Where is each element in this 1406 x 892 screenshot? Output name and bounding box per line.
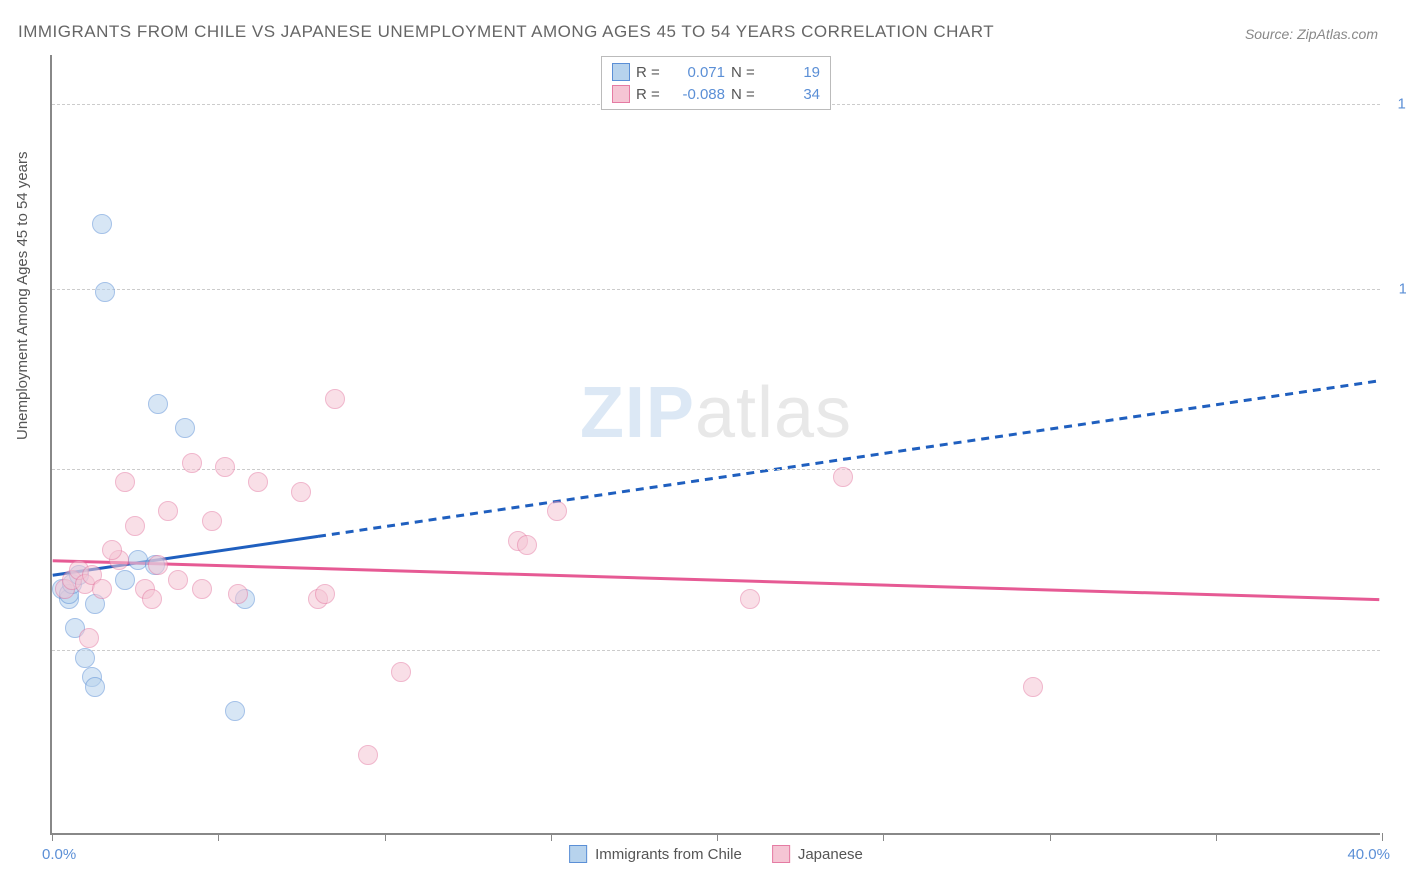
scatter-point-japanese <box>547 501 567 521</box>
n-label: N = <box>731 86 759 103</box>
scatter-point-chile <box>175 418 195 438</box>
scatter-point-japanese <box>248 472 268 492</box>
scatter-point-japanese <box>391 662 411 682</box>
scatter-point-japanese <box>740 589 760 609</box>
x-tick <box>385 833 386 841</box>
x-max-label: 40.0% <box>1347 846 1390 863</box>
watermark: ZIPatlas <box>580 372 852 454</box>
scatter-point-chile <box>92 214 112 234</box>
plot-area: ZIPatlas R = 0.071 N = 19 R = -0.088 N =… <box>50 55 1380 835</box>
y-tick-label: 15.0% <box>1385 95 1406 112</box>
scatter-point-chile <box>75 648 95 668</box>
scatter-point-japanese <box>148 555 168 575</box>
scatter-point-japanese <box>358 745 378 765</box>
scatter-point-japanese <box>115 472 135 492</box>
scatter-point-japanese <box>102 540 122 560</box>
r-value-chile: 0.071 <box>670 64 725 81</box>
scatter-point-japanese <box>833 467 853 487</box>
n-value-japanese: 34 <box>765 86 820 103</box>
grid-line <box>52 289 1380 290</box>
scatter-point-japanese <box>182 453 202 473</box>
scatter-point-chile <box>225 701 245 721</box>
scatter-point-japanese <box>142 589 162 609</box>
swatch-chile <box>612 63 630 81</box>
scatter-point-japanese <box>325 389 345 409</box>
scatter-point-japanese <box>192 579 212 599</box>
x-tick <box>1050 833 1051 841</box>
scatter-point-japanese <box>125 516 145 536</box>
x-tick <box>52 833 53 841</box>
scatter-point-chile <box>115 570 135 590</box>
y-axis-label: Unemployment Among Ages 45 to 54 years <box>14 151 31 440</box>
x-tick <box>1216 833 1217 841</box>
scatter-point-chile <box>95 282 115 302</box>
x-min-label: 0.0% <box>42 846 76 863</box>
scatter-point-japanese <box>1023 677 1043 697</box>
series-name-chile: Immigrants from Chile <box>595 846 742 863</box>
scatter-point-japanese <box>291 482 311 502</box>
grid-line <box>52 469 1380 470</box>
x-tick <box>717 833 718 841</box>
scatter-point-japanese <box>202 511 222 531</box>
watermark-atlas: atlas <box>695 373 852 453</box>
y-tick-label: 3.8% <box>1385 641 1406 658</box>
y-tick-label: 7.5% <box>1385 461 1406 478</box>
scatter-point-japanese <box>215 457 235 477</box>
scatter-point-japanese <box>168 570 188 590</box>
x-tick <box>551 833 552 841</box>
legend-row-japanese: R = -0.088 N = 34 <box>612 83 820 105</box>
legend-row-chile: R = 0.071 N = 19 <box>612 61 820 83</box>
grid-line <box>52 650 1380 651</box>
legend-item-japanese: Japanese <box>772 845 863 863</box>
source-label: Source: ZipAtlas.com <box>1245 26 1378 42</box>
n-value-chile: 19 <box>765 64 820 81</box>
scatter-point-chile <box>85 677 105 697</box>
swatch-chile <box>569 845 587 863</box>
r-label: R = <box>636 86 664 103</box>
watermark-zip: ZIP <box>580 373 695 453</box>
r-value-japanese: -0.088 <box>670 86 725 103</box>
x-tick <box>883 833 884 841</box>
series-name-japanese: Japanese <box>798 846 863 863</box>
chart-title: IMMIGRANTS FROM CHILE VS JAPANESE UNEMPL… <box>18 22 994 42</box>
scatter-point-japanese <box>158 501 178 521</box>
y-tick-label: 11.2% <box>1385 281 1406 298</box>
swatch-japanese <box>772 845 790 863</box>
x-tick <box>218 833 219 841</box>
legend-correlation-box: R = 0.071 N = 19 R = -0.088 N = 34 <box>601 56 831 110</box>
scatter-point-japanese <box>92 579 112 599</box>
r-label: R = <box>636 64 664 81</box>
x-tick <box>1382 833 1383 841</box>
legend-item-chile: Immigrants from Chile <box>569 845 742 863</box>
swatch-japanese <box>612 85 630 103</box>
scatter-point-japanese <box>517 535 537 555</box>
legend-bottom: Immigrants from Chile Japanese <box>569 845 863 863</box>
scatter-point-japanese <box>315 584 335 604</box>
scatter-point-chile <box>148 394 168 414</box>
n-label: N = <box>731 64 759 81</box>
scatter-point-japanese <box>228 584 248 604</box>
scatter-point-japanese <box>79 628 99 648</box>
